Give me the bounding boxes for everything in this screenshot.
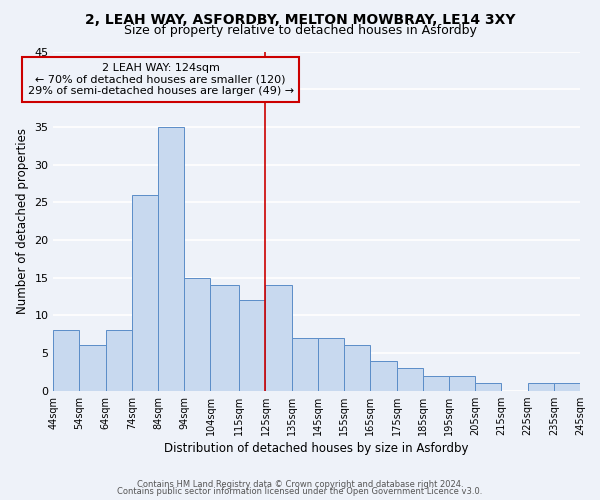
Text: Contains public sector information licensed under the Open Government Licence v3: Contains public sector information licen… xyxy=(118,487,482,496)
Text: Size of property relative to detached houses in Asfordby: Size of property relative to detached ho… xyxy=(124,24,476,37)
Bar xyxy=(475,383,502,390)
Y-axis label: Number of detached properties: Number of detached properties xyxy=(16,128,29,314)
Bar xyxy=(106,330,132,390)
Text: 2, LEAH WAY, ASFORDBY, MELTON MOWBRAY, LE14 3XY: 2, LEAH WAY, ASFORDBY, MELTON MOWBRAY, L… xyxy=(85,12,515,26)
Bar xyxy=(79,346,106,391)
Bar xyxy=(211,285,239,391)
Bar xyxy=(265,285,292,391)
Bar xyxy=(132,194,158,390)
Text: 2 LEAH WAY: 124sqm
← 70% of detached houses are smaller (120)
29% of semi-detach: 2 LEAH WAY: 124sqm ← 70% of detached hou… xyxy=(28,63,294,96)
Bar xyxy=(53,330,79,390)
Bar xyxy=(527,383,554,390)
Bar xyxy=(370,360,397,390)
Bar xyxy=(184,278,211,390)
Bar xyxy=(344,346,370,391)
Bar xyxy=(158,127,184,390)
Bar xyxy=(423,376,449,390)
Bar xyxy=(554,383,580,390)
Bar xyxy=(239,300,265,390)
Text: Contains HM Land Registry data © Crown copyright and database right 2024.: Contains HM Land Registry data © Crown c… xyxy=(137,480,463,489)
Bar xyxy=(397,368,423,390)
X-axis label: Distribution of detached houses by size in Asfordby: Distribution of detached houses by size … xyxy=(164,442,469,455)
Bar xyxy=(292,338,318,390)
Bar xyxy=(318,338,344,390)
Bar xyxy=(449,376,475,390)
